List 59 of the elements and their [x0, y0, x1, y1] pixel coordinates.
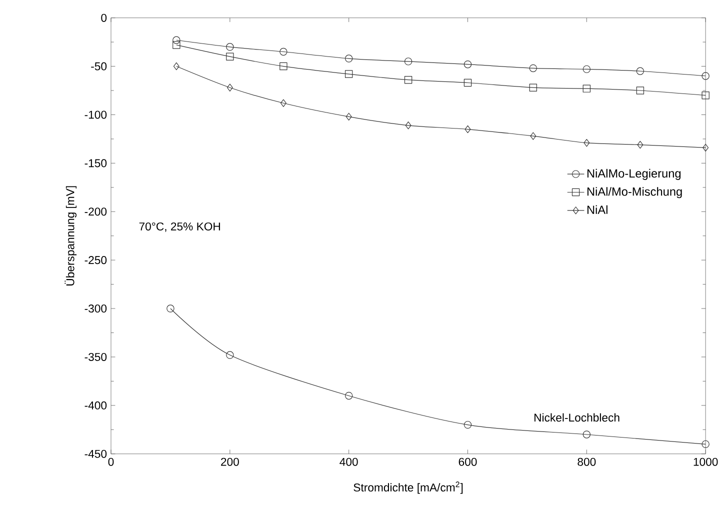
point — [529, 64, 538, 72]
point — [172, 36, 180, 44]
point — [464, 420, 472, 429]
legend-label: NiAl/Mo-Mischung — [587, 187, 682, 198]
point — [637, 140, 644, 149]
x-axis-title: Stromdichte [mA/cm$^{2}$] — [354, 481, 463, 494]
x-tick-label: 800 — [578, 458, 596, 466]
point — [702, 144, 709, 152]
point — [280, 48, 288, 56]
point — [464, 125, 471, 134]
y-tick-label: -250 — [84, 256, 107, 264]
point — [404, 76, 412, 84]
point — [226, 42, 234, 51]
point — [584, 138, 590, 147]
point — [636, 86, 644, 94]
y-tick-label: -450 — [84, 450, 107, 458]
y-axis-title: Überspannung [mV] — [64, 186, 77, 286]
x-tick-label: 1000 — [694, 458, 718, 466]
point — [636, 67, 644, 75]
y-tick-label: -200 — [84, 208, 107, 216]
y-tick-label: -50 — [91, 62, 107, 70]
point — [582, 430, 591, 438]
x-tick-label: 400 — [340, 458, 358, 466]
point — [173, 62, 180, 70]
point — [529, 84, 538, 92]
point — [344, 392, 353, 400]
y-tick-label: 0 — [101, 14, 107, 22]
point — [702, 91, 710, 100]
point — [464, 78, 472, 87]
point — [702, 72, 710, 80]
point — [405, 121, 412, 130]
y-tick-label: -100 — [84, 110, 107, 119]
y-tick-label: -150 — [84, 159, 107, 168]
point — [702, 440, 710, 448]
point — [530, 132, 536, 140]
point — [344, 70, 353, 78]
point — [280, 99, 286, 107]
y-tick-label: -300 — [84, 304, 107, 312]
x-tick-label: 600 — [458, 458, 477, 466]
point — [344, 54, 353, 62]
point — [226, 52, 234, 60]
point — [346, 112, 352, 120]
point — [464, 60, 472, 68]
point — [582, 65, 591, 73]
series-label: Nickel-Lochblech — [534, 413, 620, 422]
legend-label: NiAlMo-Legierung — [587, 168, 681, 180]
x-tick-label: 200 — [221, 458, 239, 466]
annotation: 70°C, 25% KOH — [139, 222, 220, 232]
point — [166, 304, 174, 312]
point — [226, 84, 233, 92]
point — [172, 41, 180, 49]
point — [582, 84, 591, 92]
x-tick-label: 0 — [108, 458, 114, 466]
legend-label: NiAl — [587, 205, 608, 214]
point — [404, 58, 412, 66]
point — [226, 351, 234, 359]
y-tick-label: -400 — [84, 401, 107, 410]
point — [280, 62, 288, 70]
y-tick-label: -350 — [84, 352, 107, 361]
